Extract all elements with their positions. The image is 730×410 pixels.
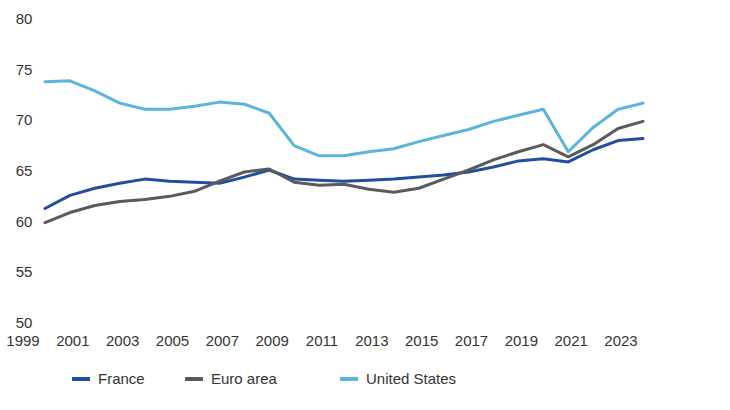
x-tick-label: 2011 bbox=[306, 332, 338, 349]
y-tick-label: 60 bbox=[16, 213, 33, 230]
x-tick-label: 2015 bbox=[405, 332, 438, 349]
series-line bbox=[45, 81, 643, 156]
y-tick-label: 70 bbox=[16, 111, 33, 128]
y-tick-label: 80 bbox=[16, 10, 33, 27]
x-tick-label: 2017 bbox=[455, 332, 488, 349]
x-tick-label: 2007 bbox=[206, 332, 239, 349]
legend-label: United States bbox=[366, 370, 456, 387]
series-line bbox=[45, 121, 643, 222]
x-tick-label: 2009 bbox=[255, 332, 288, 349]
chart: 50 55 60 65 70 75 80 1999 2001 2003 2005 2007 2009 20… bbox=[0, 0, 730, 410]
y-tick-label: 65 bbox=[16, 162, 33, 179]
legend-label: Euro area bbox=[211, 370, 278, 387]
x-tick-label: 2003 bbox=[106, 332, 139, 349]
x-tick-label: 2013 bbox=[355, 332, 388, 349]
y-tick-label: 75 bbox=[16, 61, 33, 78]
x-tick-label: 2021 bbox=[554, 332, 587, 349]
x-tick-label: 2019 bbox=[505, 332, 538, 349]
x-tick-label: 1999 bbox=[6, 332, 39, 349]
y-tick-label: 50 bbox=[16, 314, 33, 331]
legend-swatch bbox=[340, 377, 358, 381]
x-tick-label: 2001 bbox=[56, 332, 89, 349]
legend-swatch bbox=[72, 377, 90, 381]
legend-label: France bbox=[98, 370, 145, 387]
x-tick-label: 2005 bbox=[156, 332, 189, 349]
x-tick-label: 2023 bbox=[604, 332, 637, 349]
y-tick-label: 55 bbox=[16, 263, 33, 280]
plot-area bbox=[45, 81, 643, 223]
legend-swatch bbox=[185, 377, 203, 381]
